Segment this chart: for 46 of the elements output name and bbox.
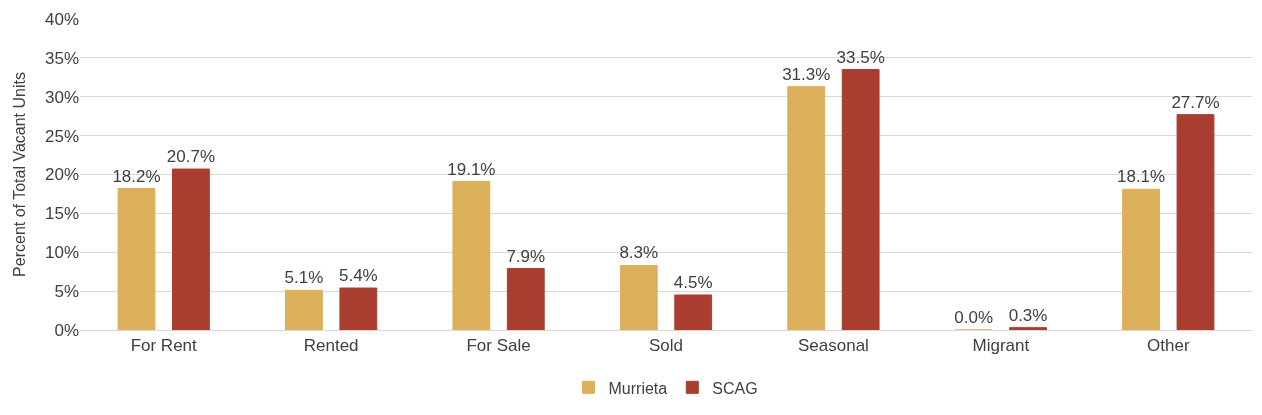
data-label: 8.3%: [619, 243, 659, 263]
x-tick-label: Other: [1147, 336, 1190, 356]
data-label: 0.0%: [954, 308, 994, 327]
bar: [674, 294, 713, 330]
bar: [506, 268, 545, 330]
x-tick-label: Rented: [303, 336, 359, 356]
data-label: 7.9%: [506, 246, 546, 266]
bar: [1122, 188, 1160, 330]
data-label: 19.1%: [447, 159, 496, 179]
y-tick-label: 30%: [44, 87, 79, 107]
data-label: 33.5%: [836, 47, 885, 67]
y-tick-label: 0%: [54, 320, 79, 340]
bar: [841, 69, 880, 330]
data-label: 18.2%: [112, 166, 161, 186]
data-label: 4.5%: [673, 273, 713, 293]
data-label: 18.1%: [1116, 167, 1166, 187]
bar: [1009, 327, 1047, 330]
y-tick-label: 25%: [44, 126, 79, 146]
x-tick-label: Seasonal: [797, 336, 869, 356]
legend-label: SCAG: [712, 379, 758, 397]
data-label: 5.1%: [284, 268, 324, 288]
y-tick-label: 40%: [44, 9, 79, 29]
y-tick-label: 15%: [44, 204, 79, 224]
bar: [339, 287, 378, 330]
data-label: 27.7%: [1171, 92, 1220, 112]
data-label: 31.3%: [782, 64, 831, 84]
x-tick-label: For Sale: [466, 336, 531, 356]
bar: [285, 289, 323, 330]
bar: [619, 264, 658, 330]
y-tick-label: 20%: [44, 165, 79, 185]
bar: [117, 188, 156, 330]
x-tick-label: For Rent: [130, 336, 198, 356]
data-label: 0.3%: [1008, 305, 1048, 325]
y-tick-label: 35%: [44, 48, 79, 68]
x-tick-label: Sold: [648, 336, 684, 356]
bar: [452, 181, 491, 330]
bar: [787, 86, 826, 330]
data-label: 20.7%: [166, 147, 216, 167]
y-tick-label: 10%: [44, 243, 79, 263]
bar: [172, 168, 210, 330]
data-label: 5.4%: [338, 266, 378, 286]
bar: [1176, 114, 1215, 330]
y-axis-title: Percent of Total Vacant Units: [10, 72, 28, 277]
legend-label: Murrieta: [608, 379, 668, 397]
y-tick-label: 5%: [54, 282, 79, 302]
x-tick-label: Migrant: [972, 336, 1030, 356]
